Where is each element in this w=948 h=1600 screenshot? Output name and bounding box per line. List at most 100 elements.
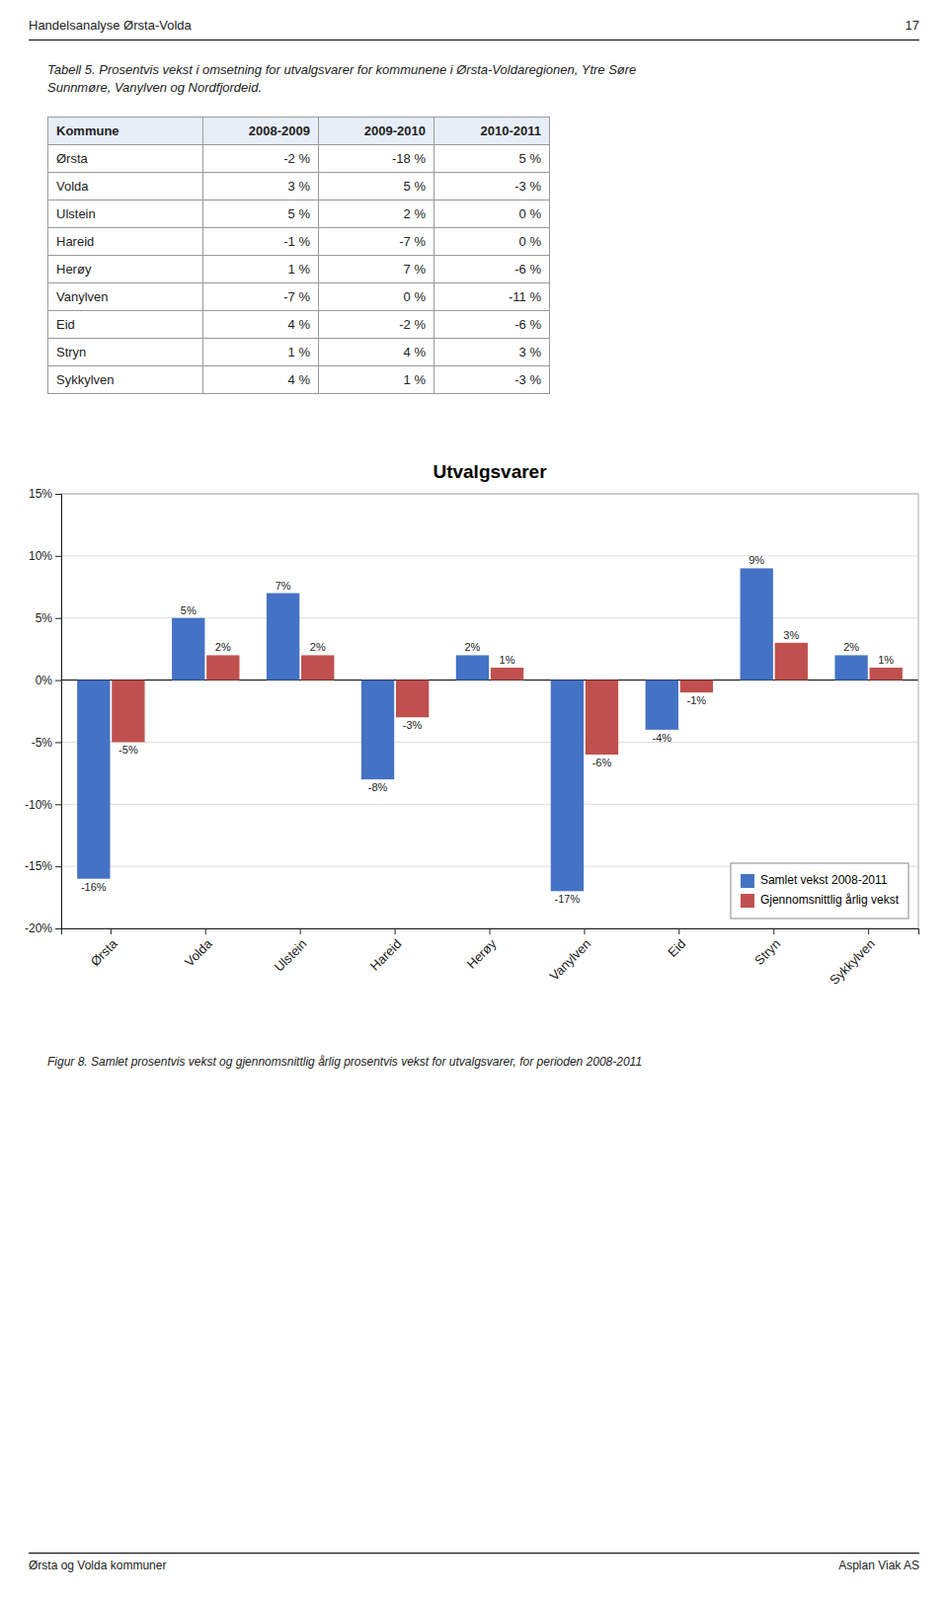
x-tick: Herøy xyxy=(464,928,500,972)
bar xyxy=(206,654,239,680)
table-header-cell: 2008-2009 xyxy=(203,117,319,146)
data-label: 2% xyxy=(215,640,232,653)
table-header-cell: 2010-2011 xyxy=(434,117,551,146)
x-tick: Vanylven xyxy=(547,928,595,984)
table-cell: 1 % xyxy=(203,255,319,284)
table-cell: -1 % xyxy=(203,228,319,256)
data-label: 2% xyxy=(465,640,481,653)
plot-frame xyxy=(61,493,919,929)
bar xyxy=(680,680,713,694)
table-row: Ulstein5 %2 %0 % xyxy=(48,200,551,229)
bar xyxy=(456,654,489,680)
bar xyxy=(775,642,808,681)
data-table: Kommune2008-20092009-20102010-2011Ørsta-… xyxy=(47,116,551,395)
data-label: 2% xyxy=(310,640,326,653)
x-tick: Ørsta xyxy=(87,928,122,969)
table-cell: 3 % xyxy=(434,338,551,367)
bar xyxy=(111,680,145,743)
tick-label: Vanylven xyxy=(547,936,595,984)
table-cell: 4 % xyxy=(203,311,319,339)
legend: Samlet vekst 2008-2011Gjennomsnittlig år… xyxy=(730,863,909,919)
bar-series xyxy=(111,642,903,755)
tick-mark xyxy=(678,928,680,935)
table-cell: 2 % xyxy=(318,200,435,229)
plot-area: -16%5%7%-8%2%-17%-4%9%2%-5%2%2%-3%1%-6%-… xyxy=(24,486,920,988)
page-number: 17 xyxy=(905,17,920,33)
y-tick: -5% xyxy=(31,735,62,750)
table-cell: Eid xyxy=(48,311,204,339)
y-tick: 10% xyxy=(28,549,62,563)
table-cell: Vanylven xyxy=(48,283,204,312)
tick-mark xyxy=(55,928,62,930)
bar xyxy=(490,667,524,681)
tick-mark xyxy=(55,803,62,805)
tick-label: 0% xyxy=(35,673,54,688)
table-cell: -6 % xyxy=(434,311,551,339)
tick-label: -10% xyxy=(24,797,53,812)
y-tick: 5% xyxy=(35,611,62,626)
axis-line xyxy=(55,494,63,930)
x-tick: Ulstein xyxy=(271,928,311,975)
bar xyxy=(171,618,205,681)
tick-label: Volda xyxy=(181,935,216,969)
table-body: Ørsta-2 %-18 %5 %Volda3 %5 %-3 %Ulstein5… xyxy=(48,145,551,395)
tick-mark xyxy=(583,928,585,935)
tick-mark xyxy=(395,928,396,935)
tick-label: Sykkylven xyxy=(826,936,878,988)
tick-mark xyxy=(55,741,62,743)
table-cell: 0 % xyxy=(434,200,551,229)
data-label: -17% xyxy=(554,892,581,905)
table-cell: -18 % xyxy=(318,145,435,173)
x-tick: Eid xyxy=(664,928,689,960)
table-header-row: Kommune2008-20092009-20102010-2011 xyxy=(48,117,551,146)
legend-label: Samlet vekst 2008-2011 xyxy=(760,872,888,887)
tick-mark xyxy=(55,493,62,495)
page-footer: Ørsta og Volda kommunerAsplan Viak AS xyxy=(28,1552,920,1576)
tick-mark xyxy=(489,928,491,935)
tick-label: -5% xyxy=(31,735,54,750)
table-cell: -2 % xyxy=(203,145,319,173)
tick-label: Stryn xyxy=(751,936,784,968)
legend-swatch xyxy=(740,873,755,888)
table-cell: -3 % xyxy=(434,366,551,395)
data-labels: -16%5%7%-8%2%-17%-4%9%2%-5%2%2%-3%1%-6%-… xyxy=(80,553,894,905)
table-cell: Herøy xyxy=(48,255,204,284)
table-header-cell: Kommune xyxy=(48,117,204,146)
data-label: -8% xyxy=(368,781,389,793)
tick-mark xyxy=(55,555,62,557)
data-label: -4% xyxy=(651,731,672,744)
x-tick: Volda xyxy=(181,928,216,970)
tick-label: 5% xyxy=(35,611,54,626)
tick-label: Ulstein xyxy=(271,936,311,975)
table-cell: 5 % xyxy=(318,172,435,201)
x-axis: Ørsta Volda Ulstein Hareid Herøy Vanylven Eid S… xyxy=(62,928,920,988)
table-cell: Ørsta xyxy=(48,145,204,173)
grid xyxy=(61,493,919,929)
data-label: 5% xyxy=(180,604,197,617)
data-label: -1% xyxy=(687,694,708,707)
footer-left: Ørsta og Volda kommuner xyxy=(28,1558,166,1573)
table-cell: -3 % xyxy=(434,172,551,201)
table-row: Volda3 %5 %-3 % xyxy=(48,172,551,201)
table-cell: 5 % xyxy=(203,200,319,229)
x-tick: Hareid xyxy=(367,928,405,974)
legend-swatch xyxy=(740,893,755,908)
tick-label: Herøy xyxy=(464,936,500,972)
table-cell: Hareid xyxy=(48,228,204,256)
tick-mark xyxy=(55,866,62,868)
tick-mark xyxy=(773,928,775,935)
data-label: -5% xyxy=(118,743,139,756)
table-caption: Tabell 5. Prosentvis vekst i omsetning f… xyxy=(47,61,897,96)
tick-label: Eid xyxy=(664,936,689,960)
tick-label: -20% xyxy=(24,921,53,936)
table-cell: -2 % xyxy=(318,311,435,339)
table-cell: 1 % xyxy=(203,338,319,367)
bar xyxy=(645,680,679,730)
table-row: Stryn1 %4 %3 % xyxy=(48,338,551,367)
y-tick: -10% xyxy=(24,797,62,812)
bar xyxy=(551,680,584,892)
bar xyxy=(834,654,868,680)
data-label: 2% xyxy=(843,640,860,653)
x-tick: Stryn xyxy=(751,928,784,968)
data-label: -6% xyxy=(592,756,613,769)
